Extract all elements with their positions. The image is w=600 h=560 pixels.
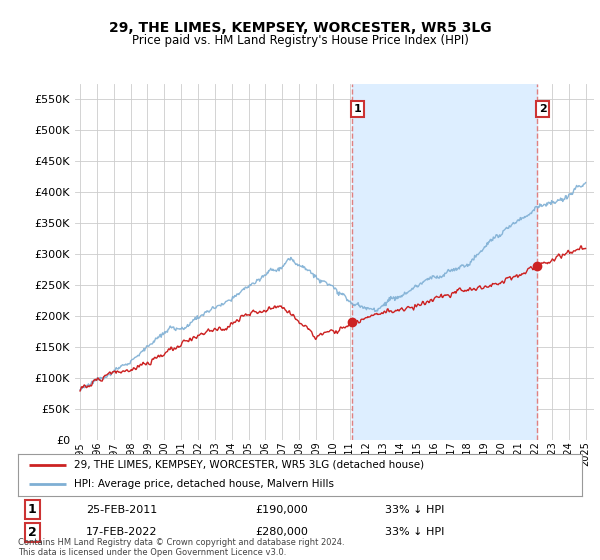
Text: 33% ↓ HPI: 33% ↓ HPI [385,505,444,515]
Text: HPI: Average price, detached house, Malvern Hills: HPI: Average price, detached house, Malv… [74,479,334,489]
Bar [352,84,537,440]
Text: 29, THE LIMES, KEMPSEY, WORCESTER, WR5 3LG: 29, THE LIMES, KEMPSEY, WORCESTER, WR5 3… [109,21,491,35]
Text: Contains HM Land Registry data © Crown copyright and database right 2024.
This d: Contains HM Land Registry data © Crown c… [18,538,344,557]
Text: 2: 2 [539,104,547,114]
Text: 33% ↓ HPI: 33% ↓ HPI [385,527,444,537]
Text: 25-FEB-2011: 25-FEB-2011 [86,505,157,515]
Text: £190,000: £190,000 [255,505,308,515]
Text: 1: 1 [353,104,361,114]
Text: 17-FEB-2022: 17-FEB-2022 [86,527,157,537]
Text: 2: 2 [28,526,37,539]
Text: £280,000: £280,000 [255,527,308,537]
Text: 1: 1 [28,503,37,516]
Text: Price paid vs. HM Land Registry's House Price Index (HPI): Price paid vs. HM Land Registry's House … [131,34,469,46]
Text: 29, THE LIMES, KEMPSEY, WORCESTER, WR5 3LG (detached house): 29, THE LIMES, KEMPSEY, WORCESTER, WR5 3… [74,460,425,470]
